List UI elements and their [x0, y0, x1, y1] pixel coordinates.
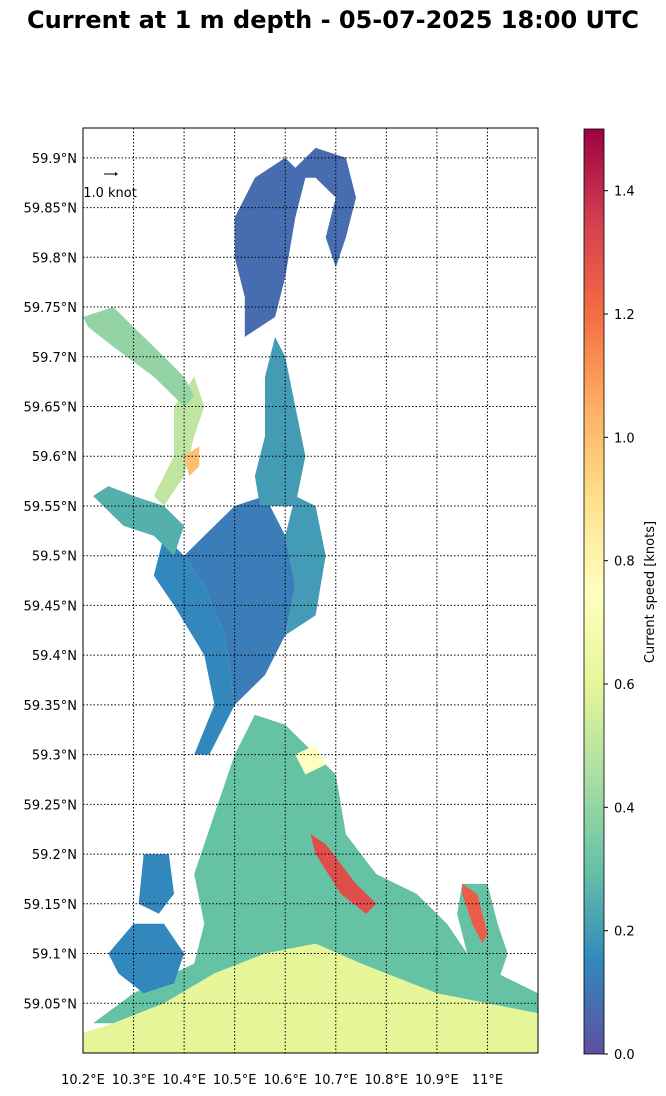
water-region-eastern-arm: [285, 496, 326, 636]
water-region-drammensfjord-upper: [234, 157, 306, 337]
chart-title: Current at 1 m depth - 05-07-2025 18:00 …: [27, 6, 639, 34]
colorbar: [583, 128, 605, 1055]
map-area[interactable]: [83, 147, 538, 1053]
lat-tick-label: 59.25°N: [24, 798, 77, 813]
water-region-outer-fjord: [83, 943, 538, 1053]
water-region-jet-north: [184, 446, 200, 477]
lat-tick-label: 59.1°N: [32, 948, 77, 963]
axis-ticks: 59.05°N 59.1°N 59.15°N 59.2°N 59.25°N 59.3°N 5…: [24, 152, 504, 1088]
lon-tick-label: 10.5°E: [213, 1073, 257, 1088]
lon-tick-label: 10.2°E: [61, 1073, 105, 1088]
lon-tick-label: 10.9°E: [415, 1073, 459, 1088]
colorbar-tick-label: 0.6: [614, 678, 635, 693]
lat-tick-label: 59.6°N: [32, 450, 77, 465]
lat-tick-label: 59.5°N: [32, 550, 77, 565]
lon-tick-label: 10.4°E: [162, 1073, 206, 1088]
reference-arrow: 1.0 knot: [83, 172, 137, 201]
water-region-mid-fjord: [93, 714, 538, 1024]
lat-tick-label: 59.05°N: [24, 997, 77, 1012]
lat-tick-label: 59.3°N: [32, 749, 77, 764]
lat-tick-label: 59.55°N: [24, 500, 77, 515]
water-region-upper-west-arm: [83, 307, 195, 407]
colorbar-ticks: 0.0 0.2 0.4 0.6 0.8 1.0 1.2 1.4: [604, 185, 635, 1063]
water-region-north-hook: [285, 147, 356, 268]
colorbar-tick-label: 1.4: [614, 185, 635, 200]
lat-tick-label: 59.2°N: [32, 848, 77, 863]
colorbar-tick-label: 1.2: [614, 308, 635, 323]
lat-tick-label: 59.45°N: [24, 599, 77, 614]
colorbar-tick-label: 0.8: [614, 555, 635, 570]
lat-tick-label: 59.75°N: [24, 301, 77, 316]
lon-tick-label: 11°E: [472, 1073, 503, 1088]
lat-tick-label: 59.9°N: [32, 152, 77, 167]
reference-arrow-label: 1.0 knot: [83, 186, 137, 201]
colorbar-label: Current speed [knots]: [643, 521, 658, 663]
lat-tick-label: 59.65°N: [24, 400, 77, 415]
colorbar-tick-label: 0.4: [614, 801, 635, 816]
water-region-drammensfjord-lower: [254, 336, 306, 506]
water-region-jet-east: [462, 883, 488, 944]
colorbar-tick-label: 1.0: [614, 431, 635, 446]
colorbar-tick-label: 0.2: [614, 925, 635, 940]
lon-tick-label: 10.7°E: [314, 1073, 358, 1088]
lon-tick-label: 10.6°E: [263, 1073, 307, 1088]
water-region-jet-main: [310, 834, 377, 914]
lat-tick-label: 59.7°N: [32, 351, 77, 366]
water-region-islands-west: [108, 923, 185, 994]
lat-tick-label: 59.15°N: [24, 898, 77, 913]
water-region-central-basin: [153, 535, 235, 755]
gridlines: [83, 128, 538, 1053]
lat-tick-label: 59.8°N: [32, 251, 77, 266]
colorbar-tick-label: 0.0: [614, 1048, 635, 1063]
water-region-mid-jet: [295, 744, 326, 775]
water-region-islands-sw: [138, 854, 174, 914]
map-frame: [82, 127, 539, 1054]
water-region-central-upper: [184, 496, 296, 705]
water-region-narrow-channel: [153, 376, 205, 506]
lat-tick-label: 59.85°N: [24, 202, 77, 217]
lon-tick-label: 10.3°E: [112, 1073, 156, 1088]
lon-tick-label: 10.8°E: [364, 1073, 408, 1088]
lat-tick-label: 59.35°N: [24, 699, 77, 714]
lat-tick-label: 59.4°N: [32, 649, 77, 664]
water-region-west-arm: [93, 486, 185, 556]
